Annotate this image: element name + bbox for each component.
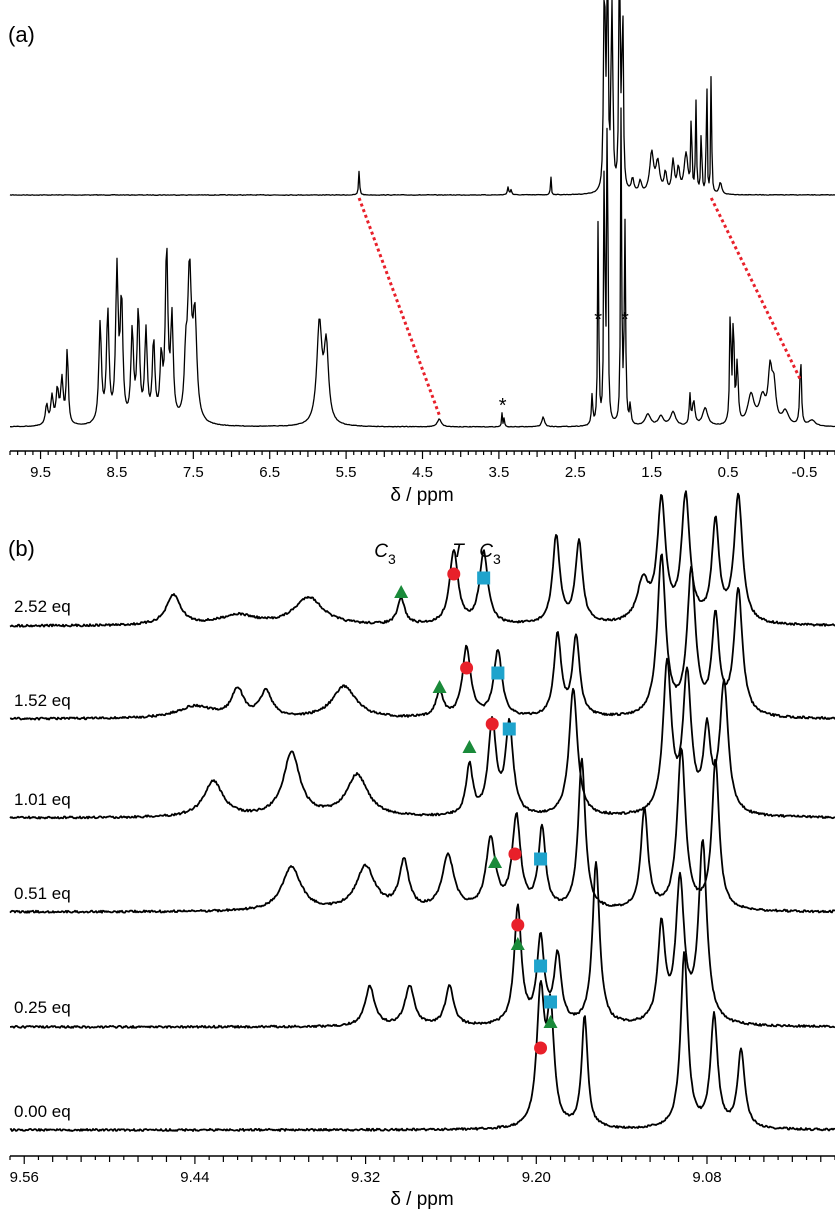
- triangle-marker: [462, 740, 477, 753]
- panel-a-tick-label: 8.5: [107, 464, 128, 481]
- peak-assignment-label: C3: [374, 541, 396, 567]
- square-marker: [502, 722, 516, 736]
- solvent-asterisk: *: [594, 309, 602, 331]
- titration-spectrum: [9, 951, 835, 1132]
- square-marker: [534, 959, 548, 973]
- circle-marker: [508, 847, 522, 861]
- panel-a-tick-label: 0.5: [718, 464, 739, 481]
- panel-a-tick-label: 7.5: [183, 464, 204, 481]
- circle-marker: [534, 1041, 548, 1055]
- panel-b-tick-label: 9.32: [351, 1169, 380, 1186]
- panel-a-tick-label: 4.5: [412, 464, 433, 481]
- square-marker: [491, 666, 505, 680]
- panel-b-markers: [394, 567, 558, 1055]
- titration-spectrum: [9, 553, 835, 721]
- panel-a-ticks: 9.5 8.5 7.5 6.5 5.5 4.5 3.5 2.5 1.5 0.5 -0.5: [9, 451, 835, 481]
- panel-b-tick-label: 9.44: [180, 1169, 209, 1186]
- panel-a-spectra: [9, 0, 835, 428]
- titration-spectrum: [9, 490, 835, 628]
- solvent-asterisk: *: [621, 309, 629, 331]
- panel-a-asterisks: * * *: [499, 309, 629, 417]
- titration-spectrum: [9, 657, 835, 820]
- panel-a-label: (a): [8, 22, 35, 47]
- correlation-line: [709, 197, 802, 381]
- panel-a-tick-label: 1.5: [641, 464, 662, 481]
- circle-marker: [447, 567, 461, 581]
- trace-label: 0.25 eq: [14, 998, 71, 1017]
- panel-b-spectra: [9, 490, 835, 1132]
- spectrum-complex: [10, 107, 835, 428]
- panel-a-tick-label: 9.5: [30, 464, 51, 481]
- square-marker: [544, 995, 558, 1009]
- circle-marker: [460, 661, 474, 675]
- panel-b-tick-label: 9.20: [522, 1169, 551, 1186]
- trace-label: 1.52 eq: [14, 691, 71, 710]
- square-marker: [477, 571, 491, 585]
- panel-b: (b) C3 T C3 2.52 eq1.52 eq1.01 eq0.51 eq0.…: [8, 490, 835, 1210]
- panel-a-tick-label: 5.5: [336, 464, 357, 481]
- triangle-marker: [488, 855, 503, 868]
- panel-b-tick-label: 9.56: [10, 1169, 39, 1186]
- panel-a-tick-label: 2.5: [565, 464, 586, 481]
- panel-a-x-axis-label: δ / ppm: [390, 485, 453, 506]
- trace-label: 0.51 eq: [14, 884, 71, 903]
- triangle-marker: [394, 585, 409, 598]
- panel-b-trace-labels: 2.52 eq 1.52 eq 1.01 eq 0.51 eq 0.25 eq 0.00 …: [14, 597, 71, 1121]
- trace-label: 2.52 eq: [14, 597, 71, 616]
- circle-marker: [511, 918, 525, 932]
- panel-b-tick-label: 9.08: [692, 1169, 721, 1186]
- panel-a: (a) * * * 9.5 8.5 7.5 6.5 5.5 4.5 3.5 2.5 1.5 0.5 -0…: [8, 0, 835, 506]
- triangle-marker: [432, 680, 447, 693]
- titration-spectrum: [9, 747, 835, 914]
- panel-a-tick-label: -0.5: [792, 464, 818, 481]
- panel-a-tick-label: 6.5: [259, 464, 280, 481]
- square-marker: [534, 852, 548, 866]
- trace-label: 1.01 eq: [14, 790, 71, 809]
- circle-marker: [485, 717, 499, 731]
- panel-b-ticks: 9.56 9.44 9.32 9.20 9.08: [9, 1156, 835, 1186]
- titration-spectrum: [10, 839, 835, 1029]
- panel-b-label: (b): [8, 536, 35, 561]
- panel-a-correlation-lines: [357, 197, 802, 416]
- panel-a-tick-label: 3.5: [488, 464, 509, 481]
- triangle-marker: [543, 1015, 558, 1028]
- triangle-marker: [510, 937, 525, 950]
- correlation-line: [357, 197, 441, 416]
- spectrum-free-ligand: [9, 0, 835, 196]
- solvent-asterisk: *: [499, 395, 507, 417]
- trace-label: 0.00 eq: [14, 1102, 71, 1121]
- panel-b-x-axis-label: δ / ppm: [390, 1189, 453, 1210]
